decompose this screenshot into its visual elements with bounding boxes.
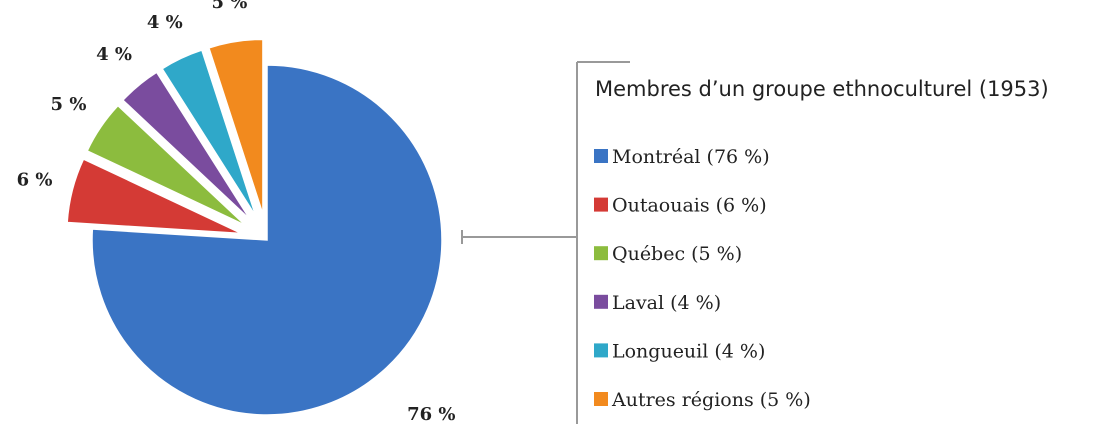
data-label: 6 % bbox=[17, 169, 53, 190]
data-label: 4 % bbox=[147, 12, 183, 33]
data-label: 5 % bbox=[51, 94, 87, 115]
legend-swatch bbox=[594, 392, 608, 406]
pie-slice bbox=[91, 64, 443, 416]
legend-label: Québec (5 %) bbox=[612, 243, 742, 265]
pie-slice bbox=[121, 71, 252, 221]
chart-title: Membres d’un groupe ethnoculturel (1953) bbox=[595, 77, 1049, 101]
legend-label: Longueuil (4 %) bbox=[612, 340, 765, 362]
legend-swatch bbox=[594, 294, 608, 309]
legend-swatch bbox=[594, 343, 608, 358]
legend-label: Outaouais (6 %) bbox=[612, 195, 767, 217]
data-label: 4 % bbox=[96, 44, 132, 65]
pie-slice bbox=[161, 49, 257, 217]
legend-swatch bbox=[594, 246, 608, 261]
pie-slice bbox=[86, 104, 247, 227]
legend-label: Autres régions (5 %) bbox=[611, 389, 811, 411]
pie-slice bbox=[66, 158, 243, 235]
pie-slice bbox=[207, 38, 264, 215]
data-label: 76 % bbox=[407, 404, 455, 424]
legend-label: Laval (4 %) bbox=[612, 292, 721, 314]
data-label: 5 % bbox=[212, 0, 248, 13]
legend-swatch bbox=[594, 149, 608, 163]
legend-swatch bbox=[594, 197, 608, 212]
legend-label: Montréal (76 %) bbox=[612, 146, 770, 168]
